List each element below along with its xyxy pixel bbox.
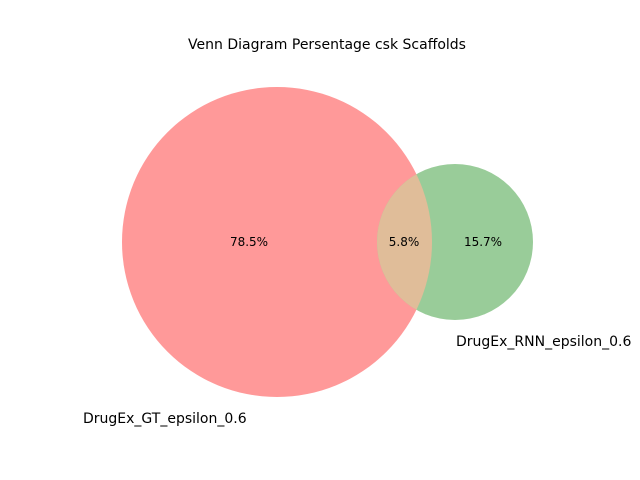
region-b-only-label: 15.7% bbox=[464, 235, 502, 249]
overlap-region bbox=[377, 164, 432, 320]
region-a-only-label: 78.5% bbox=[230, 235, 268, 249]
diagram-title: Venn Diagram Persentage csk Scaffolds bbox=[188, 37, 466, 53]
set-a-label: DrugEx_GT_epsilon_0.6 bbox=[83, 411, 247, 427]
set-a-circle bbox=[122, 87, 432, 397]
region-overlap-label: 5.8% bbox=[389, 235, 420, 249]
set-b-label: DrugEx_RNN_epsilon_0.6 bbox=[456, 334, 631, 350]
